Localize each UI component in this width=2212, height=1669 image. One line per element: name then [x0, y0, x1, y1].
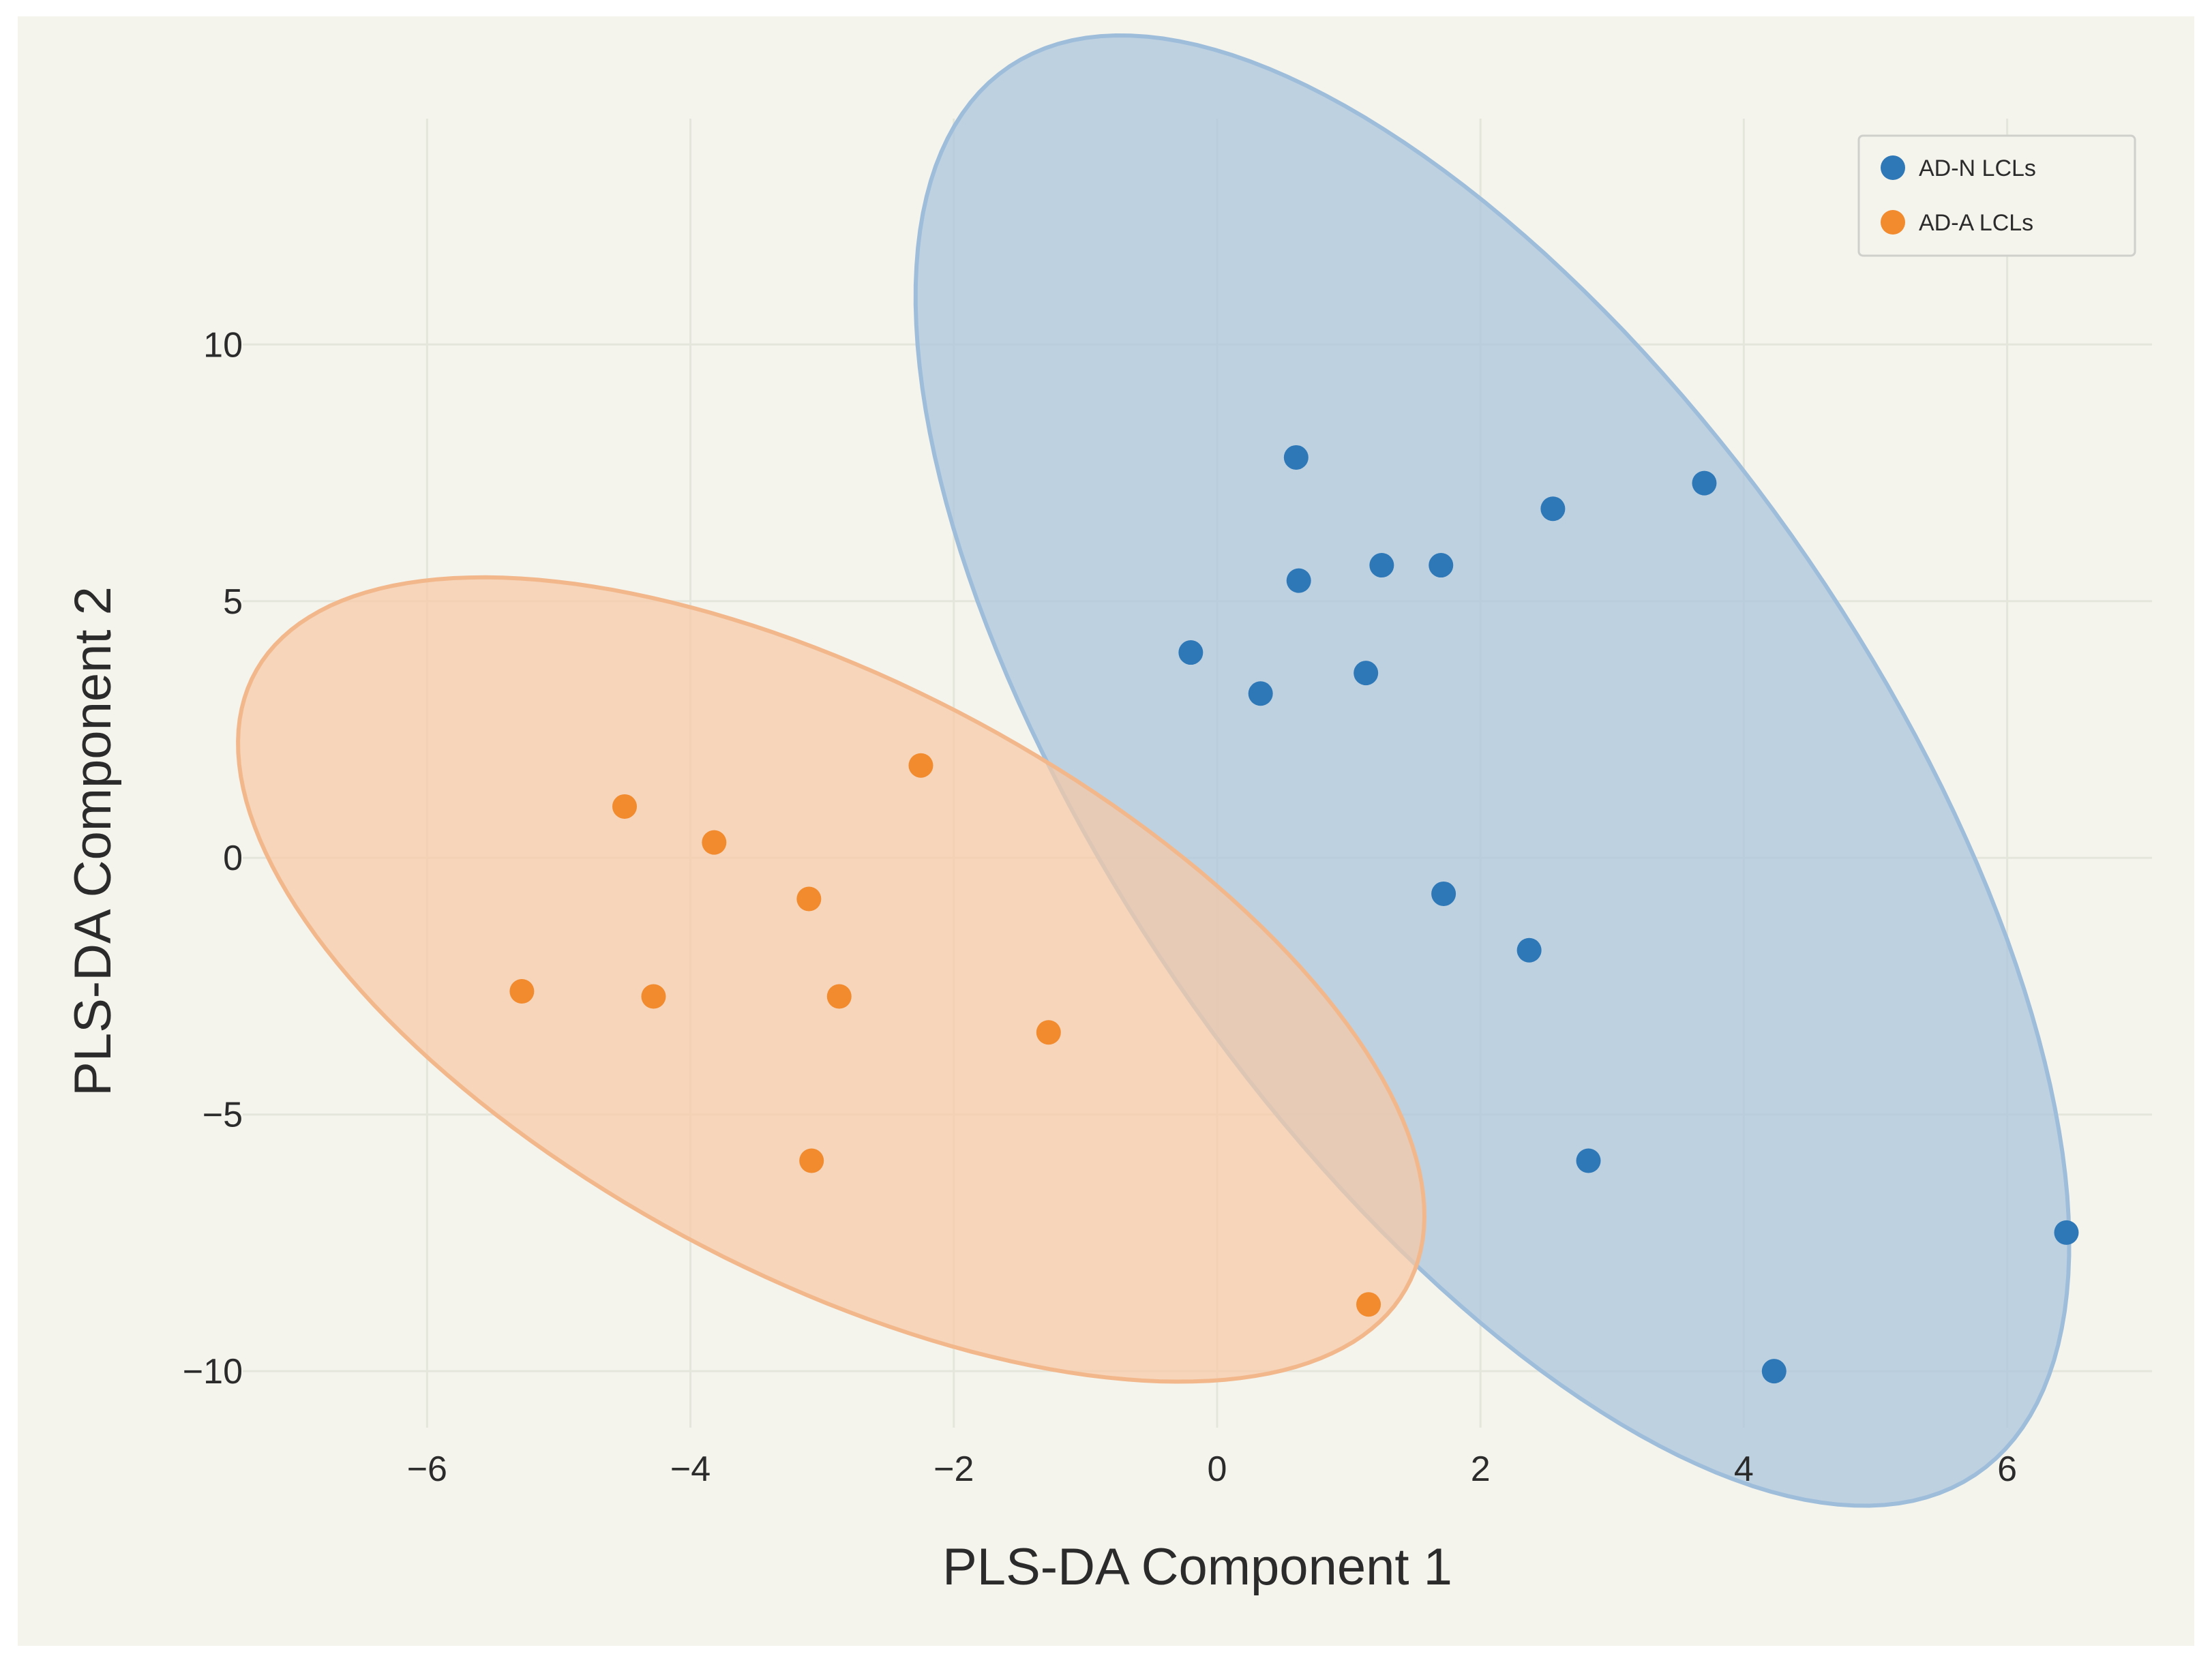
y-tick-label: 5 [223, 582, 243, 622]
data-point [1576, 1148, 1601, 1173]
data-point [702, 830, 727, 855]
data-point [1516, 937, 1542, 963]
data-point [796, 886, 822, 912]
data-point [1431, 881, 1456, 906]
y-tick-label: 0 [223, 839, 243, 878]
data-point [612, 794, 637, 819]
data-point [1369, 553, 1394, 578]
y-axis-title: PLS-DA Component 2 [64, 586, 122, 1096]
x-tick-label: 6 [1997, 1449, 2017, 1489]
data-point [1036, 1020, 1061, 1045]
data-point [2054, 1220, 2079, 1245]
x-tick-label: 2 [1471, 1449, 1491, 1489]
scatter-chart: −6 −4 −2 0 2 4 6 −10 −5 0 5 10 PLS-DA Component 1 P… [64, 33, 2152, 1596]
data-point [799, 1148, 824, 1173]
x-tick-label: −2 [933, 1449, 974, 1489]
confidence-ellipses [236, 33, 2072, 1508]
data-point [1178, 640, 1204, 665]
data-point [1540, 496, 1566, 522]
x-tick-label: −6 [407, 1449, 447, 1489]
y-tick-label: −5 [203, 1096, 243, 1135]
legend-label-ad-n: AD-N LCLs [1919, 155, 2036, 181]
data-point [1286, 568, 1311, 593]
confidence-ellipse [913, 33, 2072, 1508]
x-tick-label: 0 [1208, 1449, 1227, 1489]
tick-labels: −6 −4 −2 0 2 4 6 −10 −5 0 5 10 [183, 325, 2017, 1489]
legend-marker-ad-a [1881, 210, 1905, 235]
data-point [1692, 470, 1717, 496]
legend-label-ad-a: AD-A LCLs [1919, 210, 2033, 236]
data-point [1761, 1359, 1787, 1384]
legend: AD-N LCLs AD-A LCLs [1857, 134, 2136, 257]
data-point [1283, 445, 1309, 470]
data-point [1248, 681, 1273, 706]
confidence-ellipse [236, 575, 1426, 1384]
data-point [1429, 553, 1454, 578]
chart-panel: −6 −4 −2 0 2 4 6 −10 −5 0 5 10 PLS-DA Component 1 P… [18, 16, 2194, 1646]
legend-marker-ad-n [1881, 155, 1905, 180]
data-point [1354, 661, 1379, 686]
data-point [509, 979, 535, 1004]
y-tick-label: −10 [183, 1352, 243, 1392]
x-axis-title: PLS-DA Component 1 [942, 1538, 1452, 1596]
x-tick-label: 4 [1734, 1449, 1754, 1489]
data-point [908, 753, 933, 778]
data-points [509, 445, 2079, 1384]
data-point [641, 984, 666, 1009]
legend-box [1857, 134, 2136, 257]
y-tick-label: 10 [203, 325, 243, 365]
data-point [1356, 1292, 1381, 1317]
x-tick-label: −4 [670, 1449, 711, 1489]
data-point [826, 984, 852, 1009]
